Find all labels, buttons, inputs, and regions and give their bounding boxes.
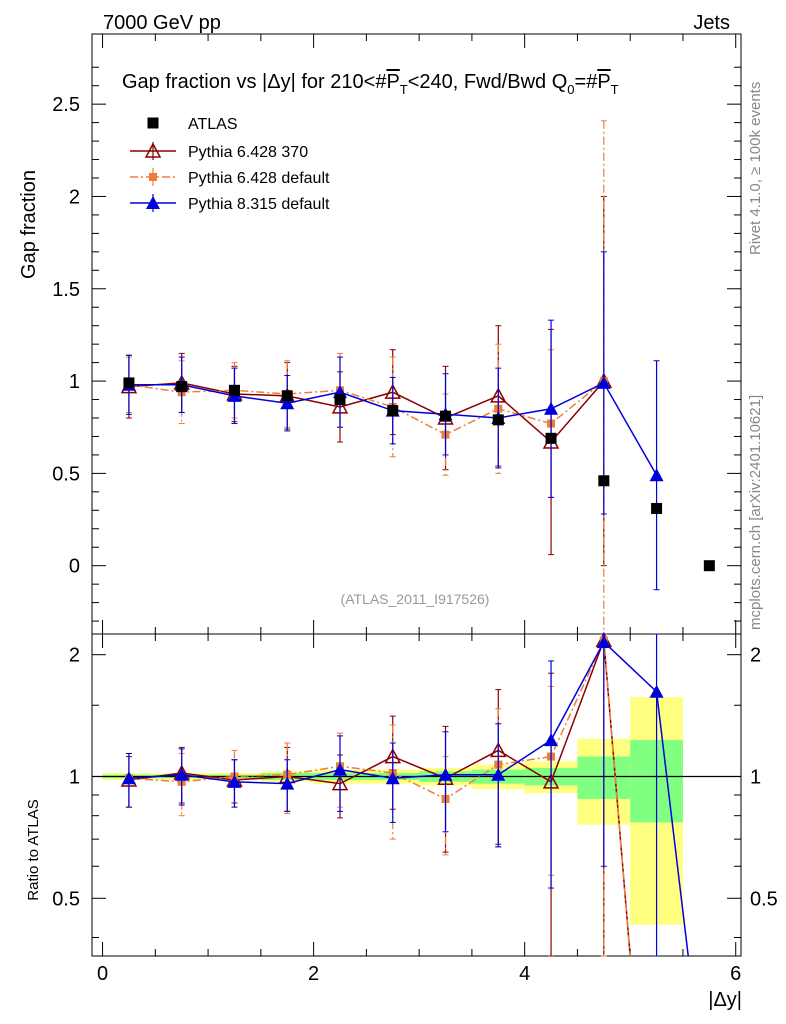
point-py8_def: [596, 375, 611, 389]
point-py8_def: [491, 767, 506, 781]
mcplots-label: mcplots.cern.ch [arXiv:2401.10621]: [747, 395, 764, 630]
point-atlas: [492, 414, 504, 426]
y-tick-label: 0.5: [52, 463, 80, 485]
y-tick-label: 1.5: [52, 279, 80, 301]
legend-marker-atlas: [147, 117, 159, 129]
series-line-py6_370: [128, 640, 631, 957]
ratio-y-tick-label: 1: [69, 766, 80, 788]
point-py8_def: [227, 774, 242, 788]
x-axis-label: |Δy|: [708, 989, 742, 1011]
legend-label-py8_def: Pythia 8.315 default: [188, 196, 330, 213]
x-tick-label: 0: [97, 963, 108, 985]
point-atlas: [598, 475, 610, 487]
point-py8_def: [332, 762, 347, 776]
series-line-py6_def: [128, 637, 631, 957]
point-atlas: [334, 394, 346, 406]
point-py8_def: [280, 396, 295, 410]
ratio-y-tick-label-right: 1: [750, 766, 761, 788]
point-atlas: [440, 410, 452, 422]
point-py8_def: [385, 771, 400, 785]
y-tick-label: 2.5: [52, 94, 80, 116]
legend-label-py6_def: Pythia 6.428 default: [188, 170, 330, 187]
x-tick-label: 4: [519, 963, 530, 985]
point-atlas: [176, 381, 188, 393]
series-line-py8_def: [128, 640, 689, 957]
point-atlas: [228, 384, 240, 396]
legend-marker-py6_def: [149, 173, 157, 181]
point-atlas: [387, 405, 399, 417]
series-line-py6_def: [128, 380, 605, 436]
ratio-y-tick-label-right: 0.5: [750, 888, 778, 910]
ratio-y-tick-label: 0.5: [52, 888, 80, 910]
point-atlas: [651, 502, 663, 514]
analysis-watermark: (ATLAS_2011_I917526): [341, 591, 490, 607]
point-atlas: [545, 432, 557, 444]
point-py8_def: [121, 771, 136, 785]
energy-label: 7000 GeV pp: [103, 12, 221, 34]
ratio-y-tick-label-right: 2: [750, 645, 761, 667]
point-py8_def: [280, 776, 295, 790]
point-py8_def: [544, 733, 559, 747]
point-py8_def: [544, 401, 559, 415]
x-tick-label: 2: [308, 963, 319, 985]
point-atlas: [703, 560, 715, 572]
ratio-plot-layer: 0 2 4 6 0.5 0.5 1 1 2 2: [52, 631, 778, 985]
point-py8_def: [438, 767, 453, 781]
ratio-y-axis-label: Ratio to ATLAS: [25, 799, 42, 900]
point-atlas: [123, 377, 135, 389]
y-tick-label: 2: [69, 186, 80, 208]
legend-label-atlas: ATLAS: [188, 116, 238, 133]
plot-title: Gap fraction vs |Δy| for 210<#PT<240, Fw…: [122, 71, 619, 97]
point-py8_def: [174, 767, 189, 781]
x-tick-label: 6: [730, 963, 741, 985]
legend-label-py6_370: Pythia 6.428 370: [188, 144, 308, 161]
jets-label: Jets: [693, 12, 730, 34]
rivet-label: Rivet 4.1.0, ≥ 100k events: [747, 82, 764, 255]
legend-marker-py6_370: [144, 142, 162, 158]
y-tick-label: 1: [69, 371, 80, 393]
point-py8_def: [596, 634, 611, 648]
series-line-py6_370: [128, 380, 605, 444]
ratio-y-tick-label: 2: [69, 645, 80, 667]
point-py8_def: [649, 684, 664, 698]
point-atlas: [281, 390, 293, 402]
point-py8_def: [649, 468, 664, 482]
main-plot-layer: 0 0.5 1 1.5 2 2.5: [52, 34, 741, 635]
y-tick-label: 0: [69, 556, 80, 578]
y-axis-label: Gap fraction: [18, 170, 40, 279]
legend-marker-py8_def: [146, 196, 160, 209]
legend: ATLAS Pythia 6.428 370 Pythia 6.428 defaul…: [130, 116, 330, 213]
